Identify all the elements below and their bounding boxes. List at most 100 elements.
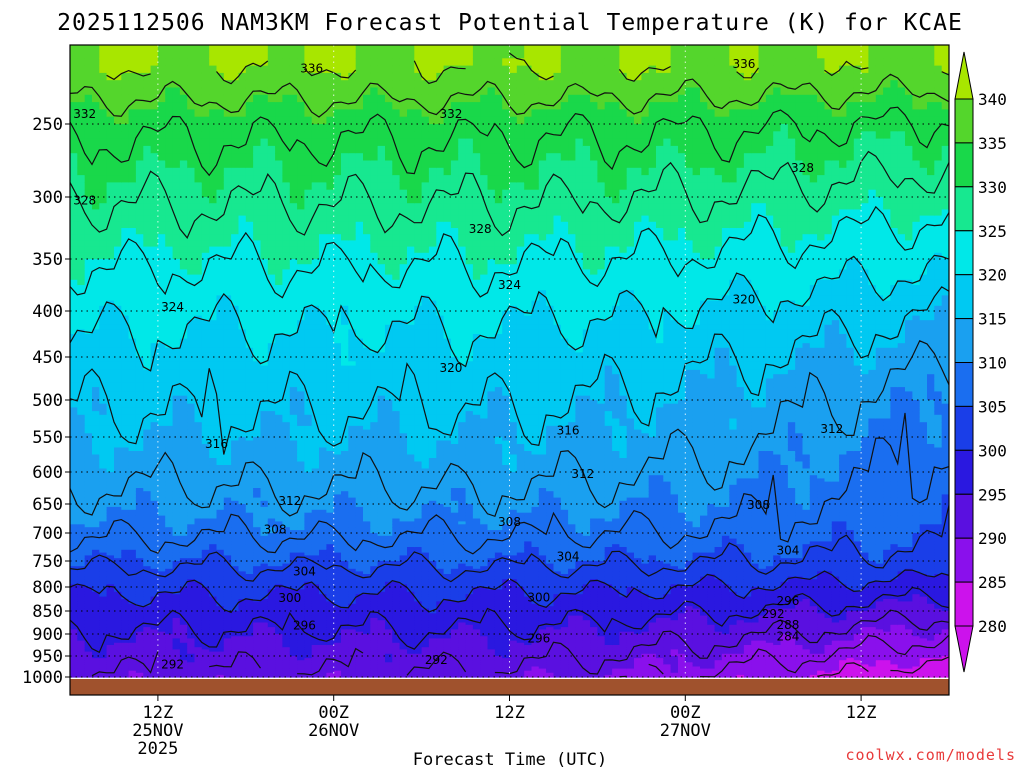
field-cell — [143, 611, 152, 614]
field-cell — [70, 617, 78, 621]
field-cell — [150, 527, 159, 531]
field-cell — [223, 658, 232, 661]
field-cell — [187, 357, 196, 362]
field-cell — [114, 240, 122, 248]
field-cell — [282, 666, 291, 670]
field-cell — [143, 403, 152, 408]
field-cell — [179, 538, 188, 542]
field-cell — [106, 295, 115, 302]
field-cell — [84, 228, 93, 235]
field-cell — [194, 563, 203, 567]
field-cell — [238, 160, 247, 169]
field-cell — [194, 131, 203, 140]
field-cell — [135, 145, 144, 154]
field-cell — [99, 599, 108, 602]
field-cell — [260, 305, 269, 312]
field-cell — [267, 596, 276, 600]
field-cell — [77, 642, 86, 646]
field-cell — [231, 357, 239, 362]
field-cell — [77, 638, 86, 642]
field-cell — [289, 458, 298, 463]
field-cell — [201, 584, 210, 588]
field-cell — [253, 72, 261, 81]
field-cell — [187, 624, 196, 628]
field-cell — [275, 338, 283, 344]
field-cell — [128, 591, 137, 595]
field-cell — [238, 552, 247, 556]
field-cell — [121, 347, 130, 353]
field-cell — [114, 347, 122, 353]
field-cell — [114, 468, 122, 473]
field-cell — [223, 599, 232, 602]
field-cell — [267, 541, 276, 545]
field-cell — [187, 274, 196, 281]
field-cell — [187, 594, 196, 598]
field-cell — [143, 87, 152, 96]
field-cell — [267, 530, 276, 534]
field-cell — [231, 524, 239, 528]
field-cell — [209, 555, 218, 559]
field-cell — [135, 566, 144, 570]
field-cell — [157, 622, 166, 626]
field-cell — [106, 234, 115, 241]
field-cell — [172, 274, 181, 281]
field-cell — [282, 116, 291, 125]
field-cell — [128, 203, 137, 210]
field-cell — [209, 638, 218, 642]
field-cell — [172, 87, 181, 96]
field-cell — [165, 290, 174, 296]
field-cell — [282, 491, 291, 495]
field-cell — [194, 361, 203, 367]
field-cell — [275, 440, 283, 445]
field-cell — [245, 175, 254, 183]
field-cell — [209, 387, 218, 392]
field-cell — [238, 429, 247, 434]
field-cell — [216, 624, 225, 628]
field-cell — [92, 197, 100, 204]
field-cell — [260, 361, 269, 367]
field-cell — [223, 361, 232, 367]
field-cell — [289, 274, 298, 281]
field-cell — [238, 447, 247, 452]
field-cell — [179, 475, 188, 479]
field-cell — [253, 611, 261, 614]
field-cell — [70, 259, 78, 265]
field-cell — [84, 475, 93, 479]
field-cell — [267, 324, 276, 330]
field-cell — [114, 418, 122, 423]
field-cell — [99, 541, 108, 545]
field-cell — [216, 488, 225, 492]
field-cell — [194, 622, 203, 626]
field-cell — [209, 497, 218, 502]
field-cell — [267, 481, 276, 486]
field-cell — [172, 391, 181, 397]
field-cell — [289, 500, 298, 505]
field-cell — [194, 601, 203, 605]
field-cell — [128, 599, 137, 602]
field-cell — [70, 451, 78, 456]
field-cell — [245, 343, 254, 349]
field-cell — [84, 167, 93, 176]
field-cell — [245, 109, 254, 118]
field-cell — [201, 403, 210, 408]
field-cell — [187, 320, 196, 326]
field-cell — [157, 576, 166, 580]
field-cell — [223, 670, 232, 674]
field-cell — [187, 606, 196, 610]
field-cell — [179, 94, 188, 103]
field-cell — [194, 374, 203, 380]
field-cell — [99, 451, 108, 456]
field-cell — [282, 478, 291, 483]
field-cell — [260, 611, 269, 614]
field-cell — [187, 215, 196, 223]
field-cell — [194, 65, 203, 74]
field-cell — [216, 182, 225, 191]
field-cell — [187, 497, 196, 502]
field-cell — [253, 478, 261, 483]
field-cell — [143, 418, 152, 423]
field-cell — [128, 391, 137, 397]
field-cell — [92, 228, 100, 235]
field-cell — [150, 94, 159, 103]
field-cell — [92, 465, 100, 470]
field-cell — [165, 440, 174, 445]
